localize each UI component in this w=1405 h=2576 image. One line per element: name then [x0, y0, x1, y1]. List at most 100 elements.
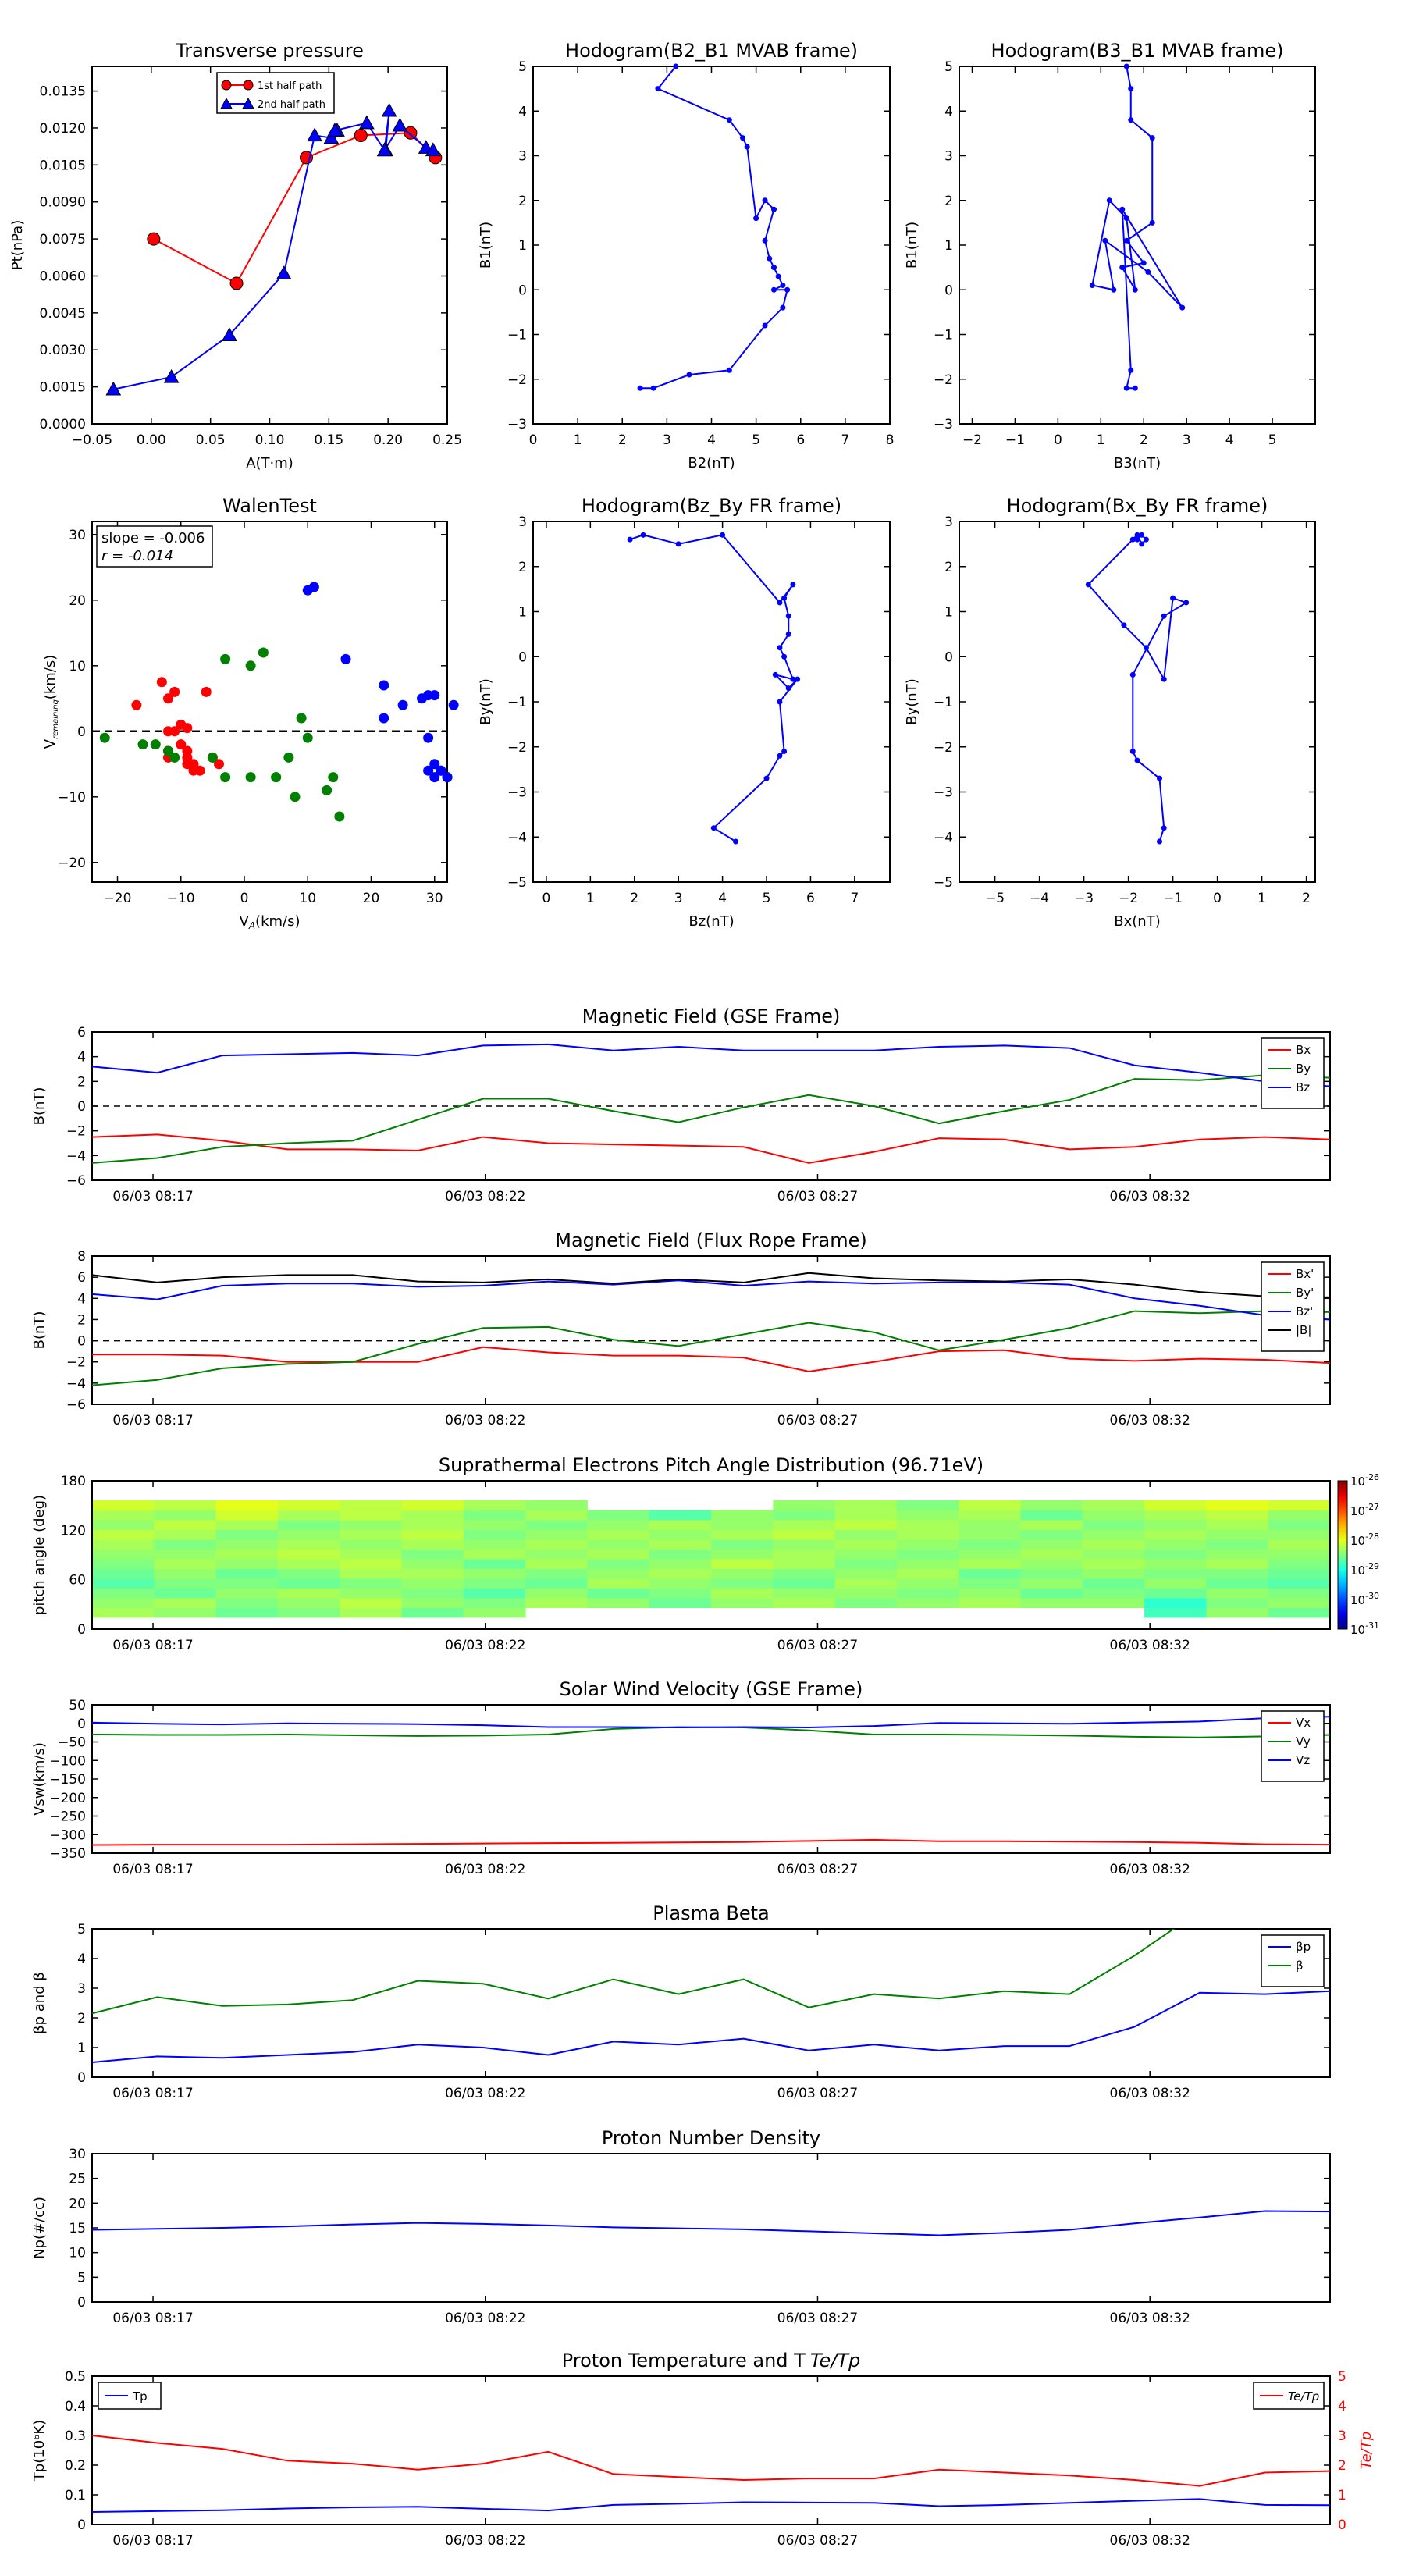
data-point	[1119, 265, 1126, 271]
annotation-r: r = -0.014	[101, 548, 173, 564]
y-tick-label: −6	[66, 1397, 86, 1413]
heatmap-cell	[340, 1510, 402, 1521]
heatmap-cell	[215, 1559, 279, 1569]
heatmap-cell	[215, 1510, 279, 1521]
data-point	[1128, 367, 1134, 373]
heatmap-cell	[215, 1578, 279, 1589]
heatmap-cell	[959, 1559, 1021, 1569]
y-tick-label: −2	[934, 740, 953, 756]
data-point	[404, 126, 418, 140]
heatmap-cell	[1206, 1568, 1269, 1579]
series-line-Bx	[92, 1133, 1330, 1164]
heatmap-cell	[277, 1539, 340, 1550]
y-tick-label: 0	[77, 724, 86, 740]
y-tick-label: −1	[507, 695, 527, 710]
data-point	[1111, 286, 1117, 293]
heatmap-cell	[896, 1578, 959, 1589]
heatmap-cell	[215, 1598, 279, 1608]
legend-label: Bz'	[1296, 1304, 1313, 1318]
heatmap-cell	[1144, 1549, 1207, 1560]
data-point	[775, 273, 781, 279]
colorbar-tick-label: 10-26	[1350, 1472, 1379, 1489]
data-point	[640, 532, 646, 538]
series-line-0	[153, 132, 436, 285]
y-axis-label: B(nT)	[31, 1311, 48, 1350]
colorbar-tick-label: 10-31	[1350, 1621, 1379, 1637]
heatmap-cell	[525, 1520, 588, 1530]
y-axis-label: pitch angle (deg)	[31, 1495, 48, 1615]
axes-frame	[959, 521, 1316, 883]
heatmap-cell	[1144, 1578, 1207, 1589]
heatmap-cell	[711, 1598, 774, 1608]
data-point	[354, 128, 368, 142]
heatmap-cell	[834, 1500, 898, 1510]
heatmap-cell	[215, 1568, 279, 1579]
heatmap-cell	[154, 1607, 217, 1618]
heatmap-cell	[401, 1607, 464, 1618]
x-tick-label: 3	[663, 432, 671, 448]
y-tick-label: 10	[69, 2246, 86, 2261]
heatmap-cell	[525, 1568, 588, 1579]
heatmap-cells	[92, 1500, 1331, 1618]
data-point	[429, 772, 440, 783]
y-tick-label: 4	[77, 1050, 86, 1066]
series-line-Bz'	[92, 1279, 1330, 1321]
heatmap-cell	[1082, 1588, 1145, 1599]
chart-title: Hodogram(B2_B1 MVAB frame)	[565, 40, 858, 62]
heatmap-cell	[649, 1529, 712, 1540]
x-tick-label: 06/03 08:27	[777, 2311, 858, 2326]
series-group	[92, 1272, 1330, 1386]
data-point	[308, 582, 319, 592]
y-tick-label: 30	[69, 2147, 86, 2162]
data-point	[655, 86, 661, 92]
heatmap-cell	[1082, 1549, 1145, 1560]
heatmap-cell	[340, 1500, 402, 1510]
x-tick-label: 1	[1257, 891, 1266, 906]
heatmap-cell	[92, 1607, 155, 1618]
heatmap-cell	[773, 1539, 836, 1550]
heatmap-cell	[834, 1559, 898, 1569]
series-line-0	[1087, 533, 1189, 842]
x-tick-label: 30	[426, 891, 443, 906]
data-point	[381, 102, 397, 117]
y-tick-label: 0	[77, 2070, 86, 2086]
heatmap-cell	[340, 1598, 402, 1608]
y-tick-label: −5	[934, 875, 953, 891]
y-tick-label: 0.0030	[40, 343, 86, 358]
x-tick-label: −2	[1119, 891, 1138, 906]
plot-hodo2: Hodogram(B3_B1 MVAB frame) −3 −2 −1 0 1 2 3 4 5 −2…	[904, 40, 1316, 471]
legend-label: βp	[1296, 1940, 1311, 1954]
x-tick-label: 0.00	[137, 432, 166, 448]
data-point	[163, 745, 173, 756]
heatmap-cell	[1082, 1510, 1145, 1521]
data-point	[323, 130, 340, 144]
y-tick-label: −2	[934, 372, 953, 388]
data-point	[1123, 237, 1129, 244]
data-point	[1170, 595, 1176, 601]
data-point	[770, 206, 777, 212]
colorbar-tick-label: 10-28	[1350, 1532, 1379, 1548]
x-tick-label: 3	[1183, 432, 1191, 448]
heatmap-cell	[154, 1549, 217, 1560]
data-point	[201, 686, 212, 697]
heatmap-cell	[1268, 1578, 1331, 1589]
x-tick-label: 06/03 08:27	[777, 1413, 858, 1429]
axes-frame	[91, 66, 448, 425]
y-tick-label: 4	[77, 1291, 86, 1307]
heatmap-cell	[649, 1510, 712, 1521]
series-line-β	[92, 1929, 1176, 2015]
heatmap-cell	[277, 1598, 340, 1608]
x-axis-label: A(T·m)	[246, 455, 293, 471]
heatmap-cell	[1144, 1500, 1207, 1510]
x-tick-label: 6	[806, 891, 815, 906]
y-tick-label-right: 0	[1338, 2517, 1346, 2533]
x-tick-label: 06/03 08:32	[1110, 1413, 1190, 1429]
heatmap-cell	[959, 1578, 1021, 1589]
series-line-Np	[92, 2210, 1330, 2236]
plot-pad: Suprathermal Electrons Pitch Angle Distr…	[31, 1454, 1379, 1653]
plot-hodo4: Hodogram(Bx_By FR frame) −5 −4 −3 −2 −1 0 1 2 3 −5…	[904, 495, 1316, 930]
heatmap-cell	[463, 1607, 526, 1618]
heatmap-cell	[773, 1510, 836, 1521]
heatmap-cell	[463, 1559, 526, 1569]
series-line-Vy	[92, 1726, 1330, 1738]
